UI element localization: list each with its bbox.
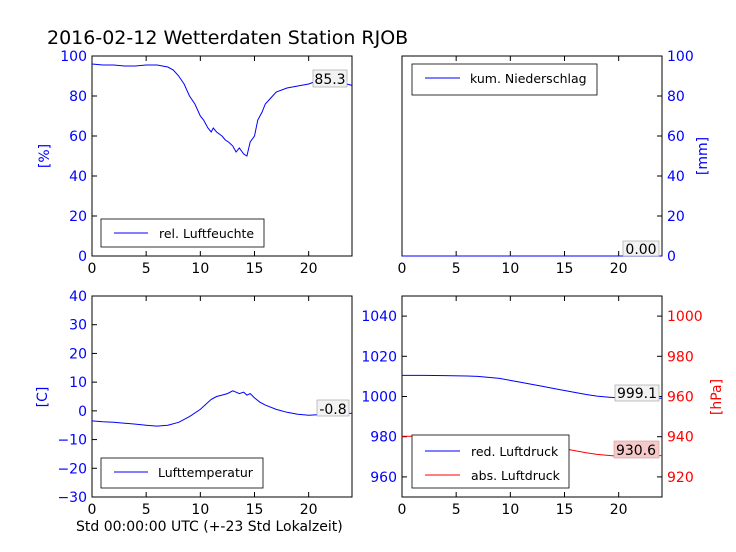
x-tick-label: 15 <box>246 261 264 277</box>
ticks-precipitation: 0 5 10 15 20 0 20 40 60 80 100 <box>398 49 694 277</box>
x-tick-label: 15 <box>556 261 574 277</box>
last-value-box-temperature <box>316 399 350 417</box>
y-tick-label: 80 <box>667 89 685 105</box>
y-tick-label: 60 <box>667 129 685 145</box>
y-tick-right-label: 1000 <box>667 309 703 325</box>
last-value-red-pressure: 999.1 <box>617 386 657 402</box>
y-tick-label: 0 <box>667 249 676 265</box>
y-tick-label: 40 <box>69 169 87 185</box>
last-value-box-precipitation <box>622 240 660 257</box>
ylabel-temperature: [C] <box>35 387 51 408</box>
ylabel-pressure: [hPa] <box>709 379 725 415</box>
legend-label-temperature: Lufttemperatur <box>158 465 254 480</box>
x-tick-label: 20 <box>300 261 318 277</box>
y-tick-right-label: 980 <box>667 349 694 365</box>
y-tick-label: 100 <box>60 49 87 65</box>
last-value-box-red-pressure <box>614 384 660 402</box>
x-tick-label: 10 <box>501 502 519 518</box>
x-tick-label: 20 <box>610 502 628 518</box>
x-tick-label: 10 <box>191 502 209 518</box>
y-tick-right-label: 940 <box>667 430 694 446</box>
ylabel-humidity: [%] <box>37 144 53 168</box>
last-value-precipitation: 0.00 <box>625 242 656 258</box>
last-value-humidity: 85.3 <box>314 72 345 88</box>
ticks-pressure: 0 5 10 15 20 960 980 1000 1020 1040 920 940 960 980 10… <box>361 296 703 518</box>
x-tick-label: 20 <box>300 502 318 518</box>
y-tick-right-label: 960 <box>667 390 694 406</box>
last-value-abs-pressure: 930.6 <box>616 443 656 459</box>
legend-box-precipitation <box>411 63 598 96</box>
x-tick-label: 5 <box>452 502 461 518</box>
legend-label-abs-pressure: abs. Luftdruck <box>471 468 561 483</box>
y-tick-left-label: 980 <box>370 430 397 446</box>
legend-humidity: rel. Luftfeuchte <box>100 218 265 248</box>
y-tick-label: 0 <box>78 404 87 420</box>
x-tick-label: 20 <box>610 261 628 277</box>
x-tick-label: 0 <box>398 261 407 277</box>
figure-title: 2016-02-12 Wetterdaten Station RJOB <box>47 27 408 49</box>
series-line <box>91 63 353 157</box>
x-tick-label: 10 <box>191 261 209 277</box>
y-tick-label: −20 <box>57 461 87 477</box>
legend-temperature: Lufttemperatur <box>100 457 264 489</box>
y-tick-label: 40 <box>69 289 87 305</box>
x-axis-label: Std 00:00:00 UTC (+-23 Std Lokalzeit) <box>76 519 343 535</box>
y-tick-label: 80 <box>69 89 87 105</box>
x-tick-label: 15 <box>556 502 574 518</box>
series-lines-humidity <box>91 63 353 157</box>
y-tick-label: 40 <box>667 169 685 185</box>
x-tick-label: 10 <box>501 261 519 277</box>
y-tick-label: 20 <box>667 209 685 225</box>
legend-label-humidity: rel. Luftfeuchte <box>159 226 254 241</box>
y-tick-label: 20 <box>69 209 87 225</box>
y-tick-right-label: 920 <box>667 470 694 486</box>
panel-precipitation: 0 5 10 15 20 0 20 40 60 80 100 [mm] kum. Niedersch… <box>398 49 711 277</box>
last-value-box-abs-pressure <box>613 440 660 459</box>
legend-pressure: red. Luftdruck abs. Luftdruck <box>411 434 570 489</box>
y-tick-label: 20 <box>69 346 87 362</box>
legend-precipitation: kum. Niederschlag <box>411 63 598 96</box>
legend-label-precipitation: kum. Niederschlag <box>470 71 587 86</box>
y-tick-left-label: 1040 <box>361 309 397 325</box>
series-line <box>91 390 353 427</box>
ylabel-precipitation: [mm] <box>695 137 711 175</box>
y-tick-label: 10 <box>69 375 87 391</box>
series-lines-temperature <box>91 390 353 427</box>
y-tick-label: −30 <box>57 490 87 506</box>
legend-label-red-pressure: red. Luftdruck <box>471 444 559 459</box>
x-tick-label: 0 <box>398 502 407 518</box>
y-tick-left-label: 1000 <box>361 390 397 406</box>
y-tick-label: 60 <box>69 129 87 145</box>
y-tick-label: −10 <box>57 433 87 449</box>
last-value-temperature: -0.8 <box>319 402 346 418</box>
y-tick-label: 0 <box>78 249 87 265</box>
x-tick-label: 5 <box>142 502 151 518</box>
legend-box-pressure <box>411 434 570 489</box>
ticks-temperature: 0 5 10 15 20 −30 −20 −10 0 10 20 30 40 <box>57 289 317 518</box>
x-tick-label: 0 <box>88 261 97 277</box>
y-tick-left-label: 960 <box>370 470 397 486</box>
panel-temperature: 0 5 10 15 20 −30 −20 −10 0 10 20 30 40 [C] Lufttempe… <box>35 289 353 518</box>
y-tick-label: 100 <box>667 49 694 65</box>
x-tick-label: 0 <box>88 502 97 518</box>
legend-box-temperature <box>100 457 264 489</box>
ticks-humidity: 0 5 10 15 20 0 20 40 60 80 100 <box>60 49 317 277</box>
x-tick-label: 5 <box>452 261 461 277</box>
x-tick-label: 15 <box>246 502 264 518</box>
panel-humidity: 0 5 10 15 20 0 20 40 60 80 100 [%] rel. Luftfeucht… <box>37 49 353 277</box>
last-value-box-humidity <box>312 69 348 88</box>
x-tick-label: 5 <box>142 261 151 277</box>
panel-pressure: 0 5 10 15 20 960 980 1000 1020 1040 920 940 960 980 10… <box>361 295 725 518</box>
y-tick-left-label: 1020 <box>361 349 397 365</box>
y-tick-label: 30 <box>69 318 87 334</box>
